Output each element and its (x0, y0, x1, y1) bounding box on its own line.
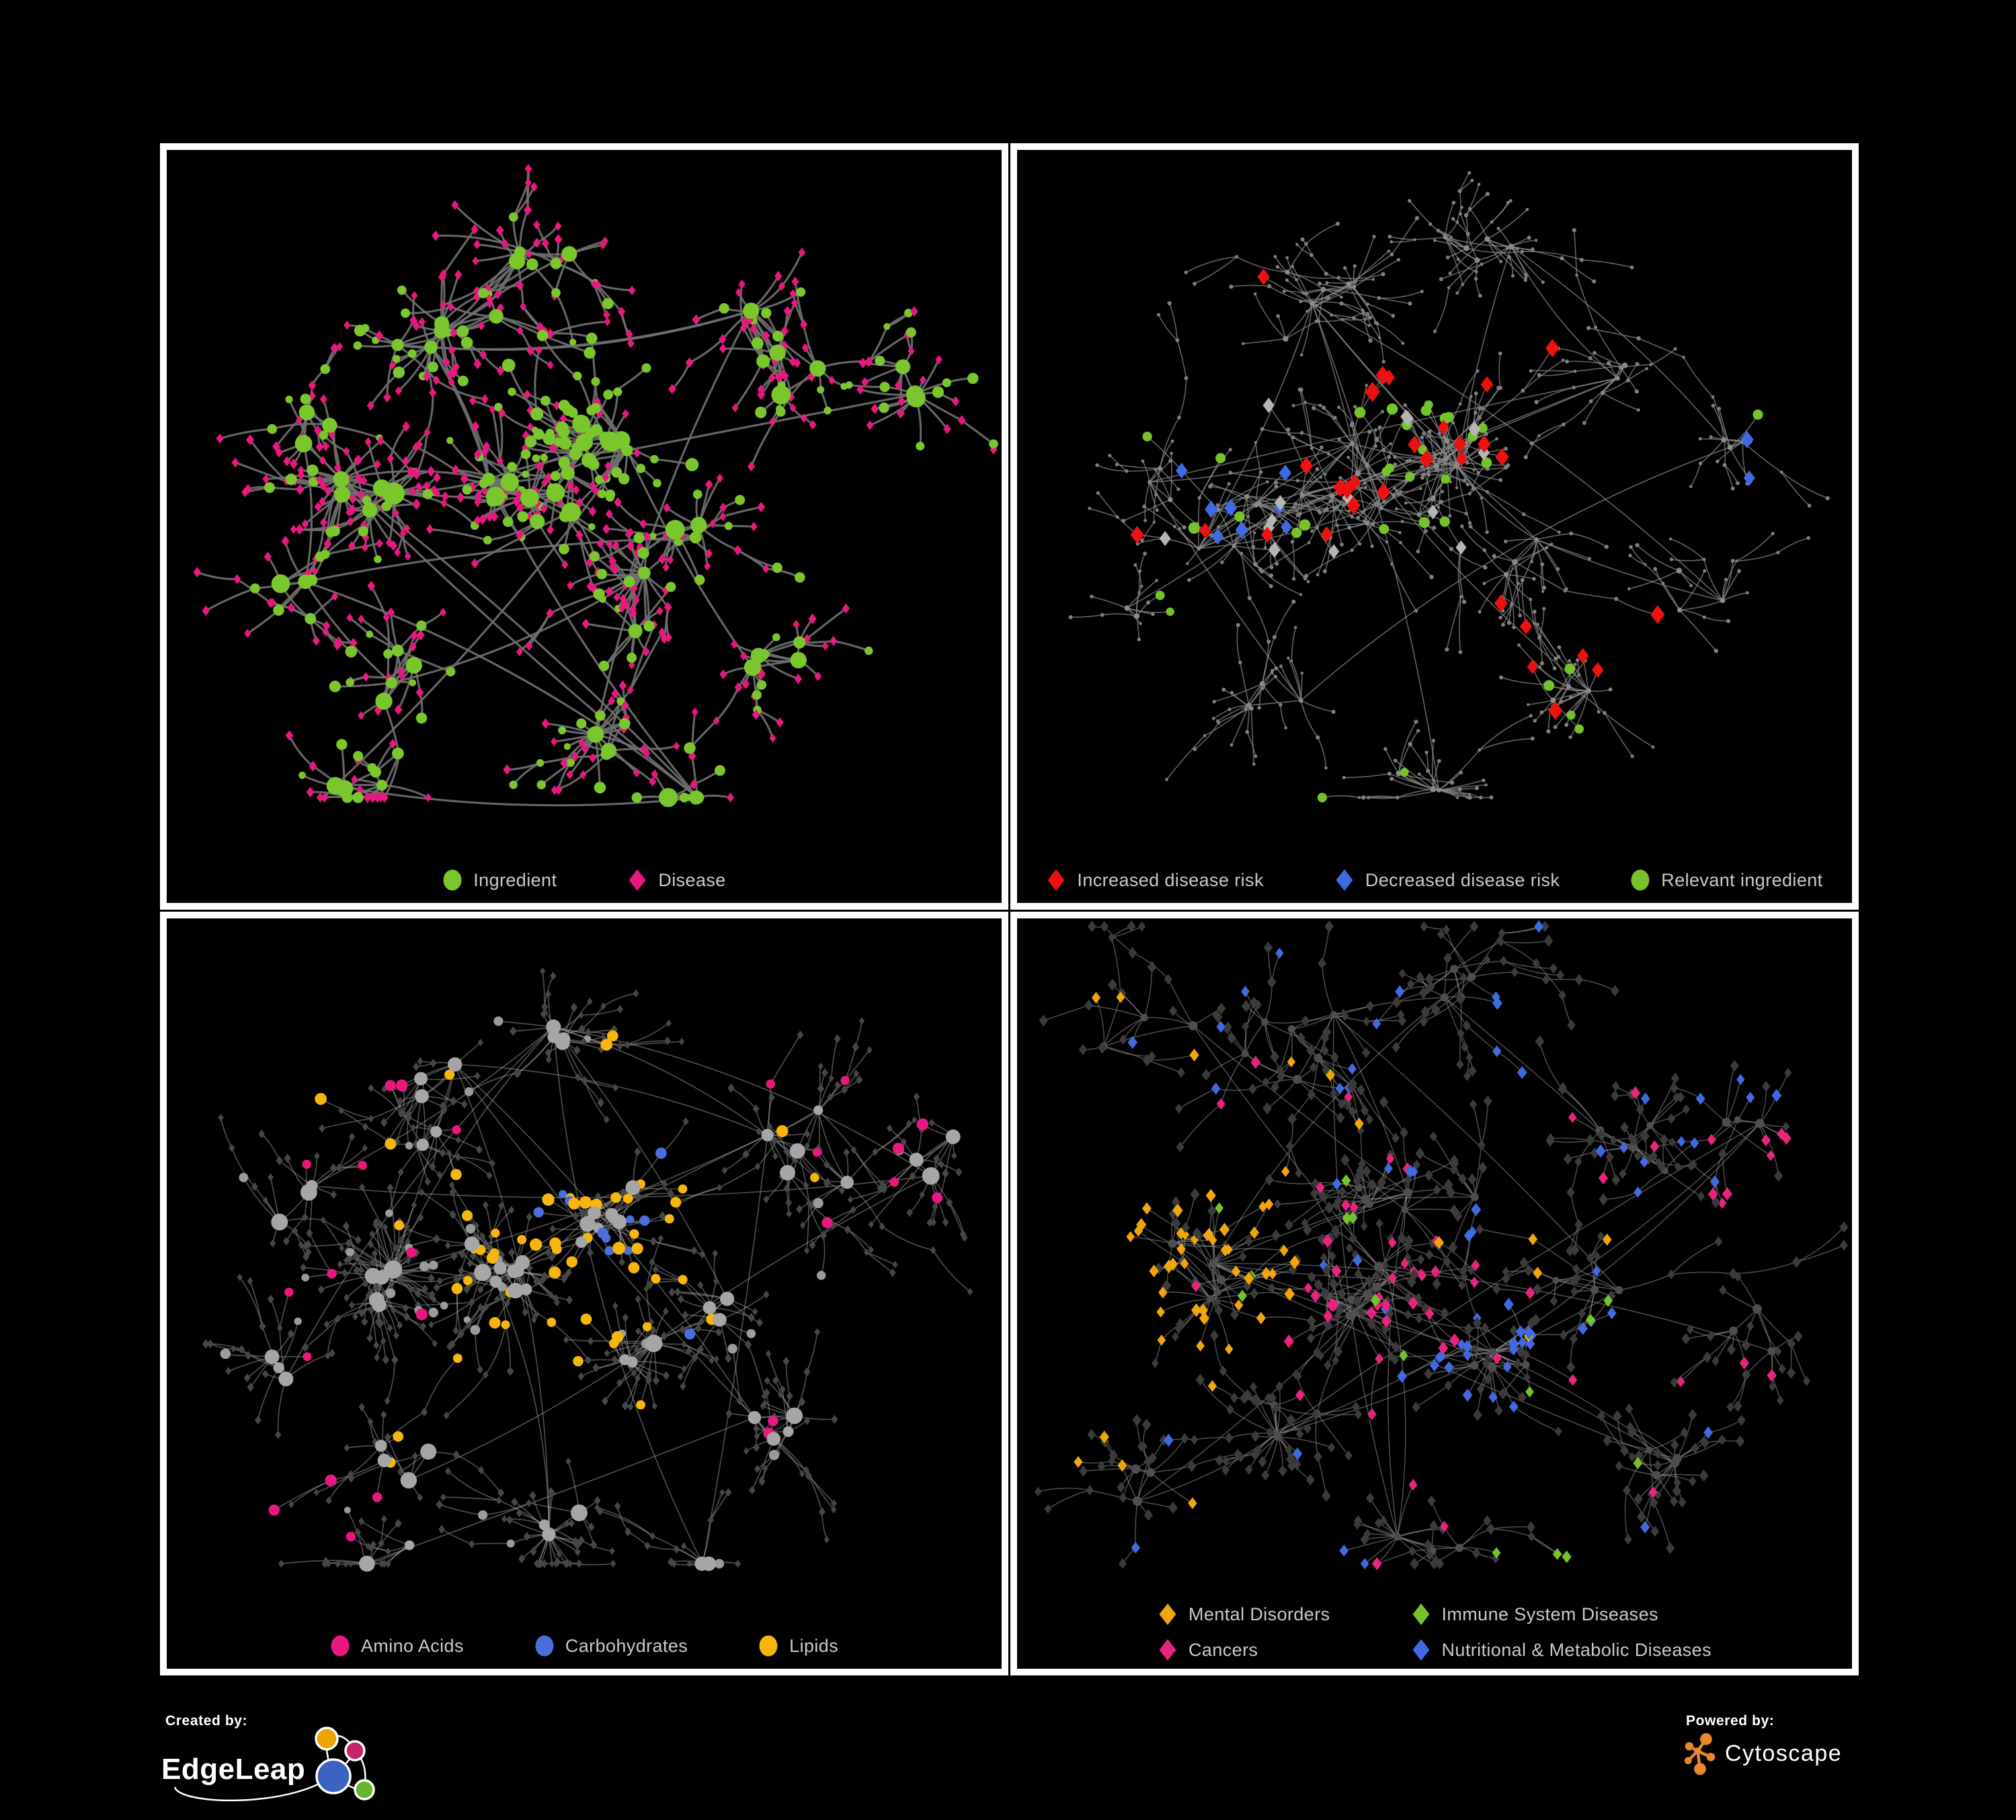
legend-disease-risk: Increased disease risk Decreased disease … (1033, 868, 1836, 892)
diamond-marker-icon (1412, 1639, 1429, 1661)
diamond-marker-icon (1159, 1639, 1176, 1661)
panel-disease-risk: Increased disease risk Decreased disease … (1010, 143, 1859, 910)
legend-item-disease: Disease (627, 868, 725, 892)
legend-nutrient-classes: Amino Acids Carbohydrates Lipids (183, 1634, 985, 1658)
network-graph-nutrient-classes (202, 967, 973, 1572)
cytoscape-credit: Powered by: Cytoscape (1682, 1713, 1842, 1775)
legend-label: Cancers (1188, 1639, 1258, 1660)
legend-label: Increased disease risk (1077, 869, 1264, 890)
powered-by-label: Powered by: (1686, 1713, 1775, 1729)
legend-label: Mental Disorders (1188, 1604, 1330, 1624)
legend-label: Immune System Diseases (1441, 1604, 1658, 1624)
legend-label: Carbohydrates (565, 1635, 688, 1656)
legend-item-decreased-disease-risk: Decreased disease risk (1334, 868, 1560, 892)
legend-item-amino-acids: Amino Acids (330, 1634, 464, 1658)
diamond-marker-icon (1159, 1604, 1176, 1625)
edgeleap-logo-icon (174, 1727, 376, 1802)
circle-marker-icon (1631, 869, 1650, 891)
panel-ingredient-disease: Ingredient Disease (160, 143, 1008, 910)
legend-label: Amino Acids (360, 1635, 464, 1656)
cytoscape-brand-row: Cytoscape (1682, 1732, 1842, 1775)
legend-item-increased-disease-risk: Increased disease risk (1046, 868, 1263, 892)
edgeleap-brand-row: EdgeLeap (161, 1727, 382, 1807)
legend-item-cancers: Cancers (1158, 1638, 1258, 1662)
network-graph-disease-categories (1034, 920, 1849, 1571)
legend-item-relevant-ingredient: Relevant ingredient (1630, 868, 1822, 892)
network-graph-ingredient-disease (193, 163, 998, 807)
legend-label: Disease (658, 869, 726, 890)
cytoscape-wordmark: Cytoscape (1725, 1741, 1843, 1766)
legend-label: Ingredient (473, 869, 557, 890)
diamond-marker-icon (1412, 1604, 1429, 1625)
legend-item-ingredient: Ingredient (442, 868, 557, 892)
edgeleap-credit: Created by: EdgeLeap (161, 1713, 382, 1807)
cytoscape-logo-icon (1684, 1733, 1716, 1775)
legend-item-mental-disorders: Mental Disorders (1158, 1602, 1330, 1626)
circle-marker-icon (535, 1635, 554, 1657)
diamond-marker-icon (629, 869, 646, 891)
panel-disease-categories: Mental Disorders Cancers Immune System Dis… (1010, 912, 1859, 1675)
diamond-marker-icon (1047, 869, 1065, 891)
circle-marker-icon (443, 869, 462, 891)
circle-marker-icon (331, 1635, 350, 1657)
legend-label: Lipids (789, 1635, 839, 1656)
edgeleap-wordmark: EdgeLeap (161, 1753, 306, 1786)
legend-disease-categories: Mental Disorders Cancers Immune System Dis… (1033, 1602, 1836, 1662)
legend-label: Relevant ingredient (1661, 869, 1823, 890)
legend-label: Nutritional & Metabolic Diseases (1441, 1639, 1711, 1660)
legend-item-immune-system-diseases: Immune System Diseases (1411, 1602, 1658, 1626)
created-by-label: Created by: (165, 1713, 248, 1729)
legend-label: Decreased disease risk (1365, 869, 1560, 890)
panel-nutrient-classes: Amino Acids Carbohydrates Lipids (160, 912, 1008, 1675)
panel-grid: Ingredient Disease Increased disease risk… (160, 143, 1859, 1675)
circle-marker-icon (759, 1635, 778, 1657)
legend-item-nutritional-metabolic-diseases: Nutritional & Metabolic Diseases (1411, 1638, 1711, 1662)
network-graph-disease-risk (1068, 171, 1830, 803)
legend-item-carbohydrates: Carbohydrates (534, 1634, 688, 1658)
diamond-marker-icon (1336, 869, 1353, 891)
legend-item-lipids: Lipids (758, 1634, 838, 1658)
legend-ingredient-disease: Ingredient Disease (183, 868, 985, 892)
